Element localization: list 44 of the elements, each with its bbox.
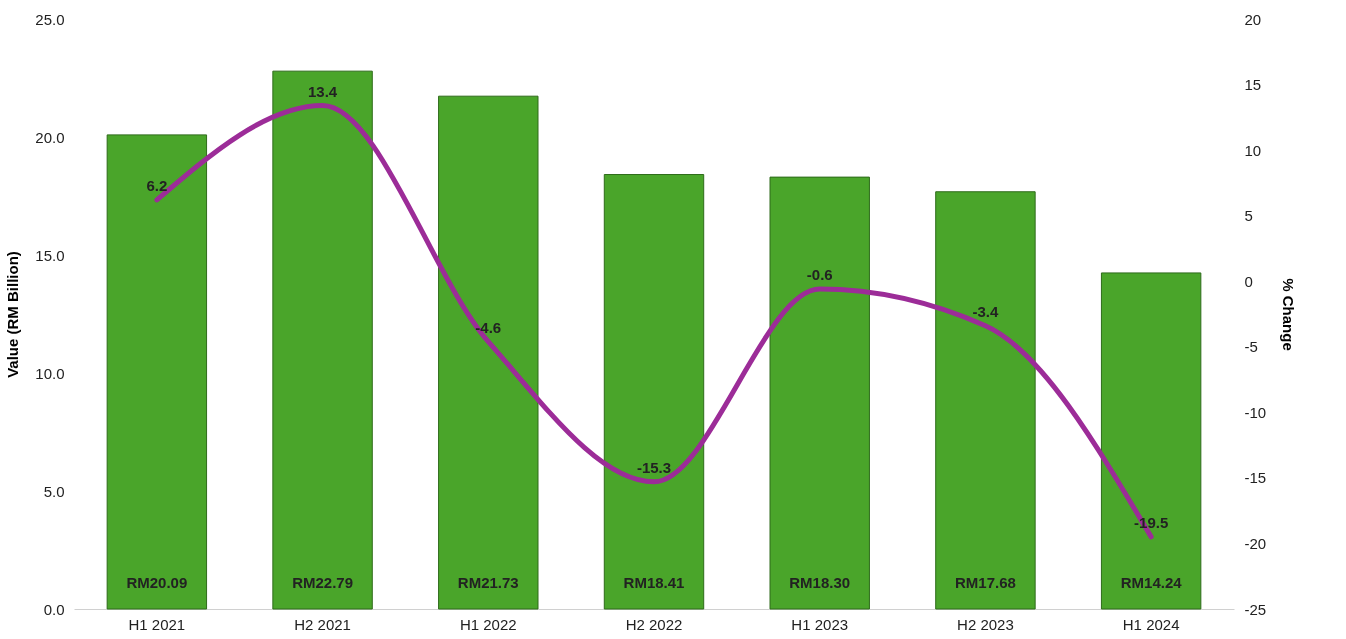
y2-axis-title: % Change: [1280, 278, 1298, 351]
bar: [1100, 272, 1202, 610]
y2-tick-label: -20: [1244, 534, 1267, 552]
data-label: RM20.09: [126, 574, 188, 591]
data-label: 13.4: [307, 82, 338, 100]
x-tick-label: H1 2021: [128, 615, 186, 633]
x-tick-label: H2 2023: [957, 615, 1014, 633]
y-tick-label: 15.0: [35, 246, 65, 264]
bar: [272, 70, 373, 610]
data-label: RM18.41: [623, 574, 685, 591]
y2-tick-label: 15: [1244, 76, 1262, 94]
bar: [769, 176, 870, 610]
data-label: -3.4: [972, 302, 999, 320]
data-label: -0.6: [806, 266, 833, 284]
bar: [935, 191, 1036, 610]
data-label: RM21.73: [457, 574, 519, 591]
bar: [438, 95, 539, 610]
y2-tick-label: -5: [1244, 338, 1258, 356]
y2-tick-label: -10: [1244, 403, 1267, 421]
y2-tick-label: 5: [1244, 207, 1253, 225]
data-label: 6.2: [146, 176, 168, 194]
x-tick-label: H1 2024: [1122, 615, 1180, 633]
data-label: RM17.68: [954, 574, 1016, 591]
y-tick-label: 10.0: [35, 364, 65, 382]
y2-tick-label: 20: [1244, 10, 1262, 28]
data-label: -15.3: [636, 458, 672, 476]
x-tick-label: H2 2022: [625, 615, 683, 633]
bar: [603, 174, 705, 610]
x-tick-label: H1 2022: [459, 615, 517, 633]
x-tick-label: H1 2023: [791, 615, 849, 633]
y-tick-label: 20.0: [35, 128, 65, 146]
data-label: RM18.30: [789, 574, 851, 591]
data-label: RM14.24: [1120, 574, 1183, 591]
y-tick-label: 0.0: [43, 600, 65, 618]
x-tick-label: H2 2021: [294, 615, 351, 633]
y2-tick-label: 0: [1244, 272, 1253, 290]
y2-tick-label: -15: [1244, 469, 1267, 487]
y-tick-label: 5.0: [43, 482, 65, 500]
data-label: RM22.79: [292, 574, 354, 591]
y-axis-title: Value (RM Billion): [4, 251, 22, 378]
y2-tick-label: -25: [1244, 600, 1267, 618]
y-tick-label: 25.0: [35, 10, 65, 28]
bar: [106, 134, 208, 610]
y2-tick-label: 10: [1244, 141, 1262, 159]
